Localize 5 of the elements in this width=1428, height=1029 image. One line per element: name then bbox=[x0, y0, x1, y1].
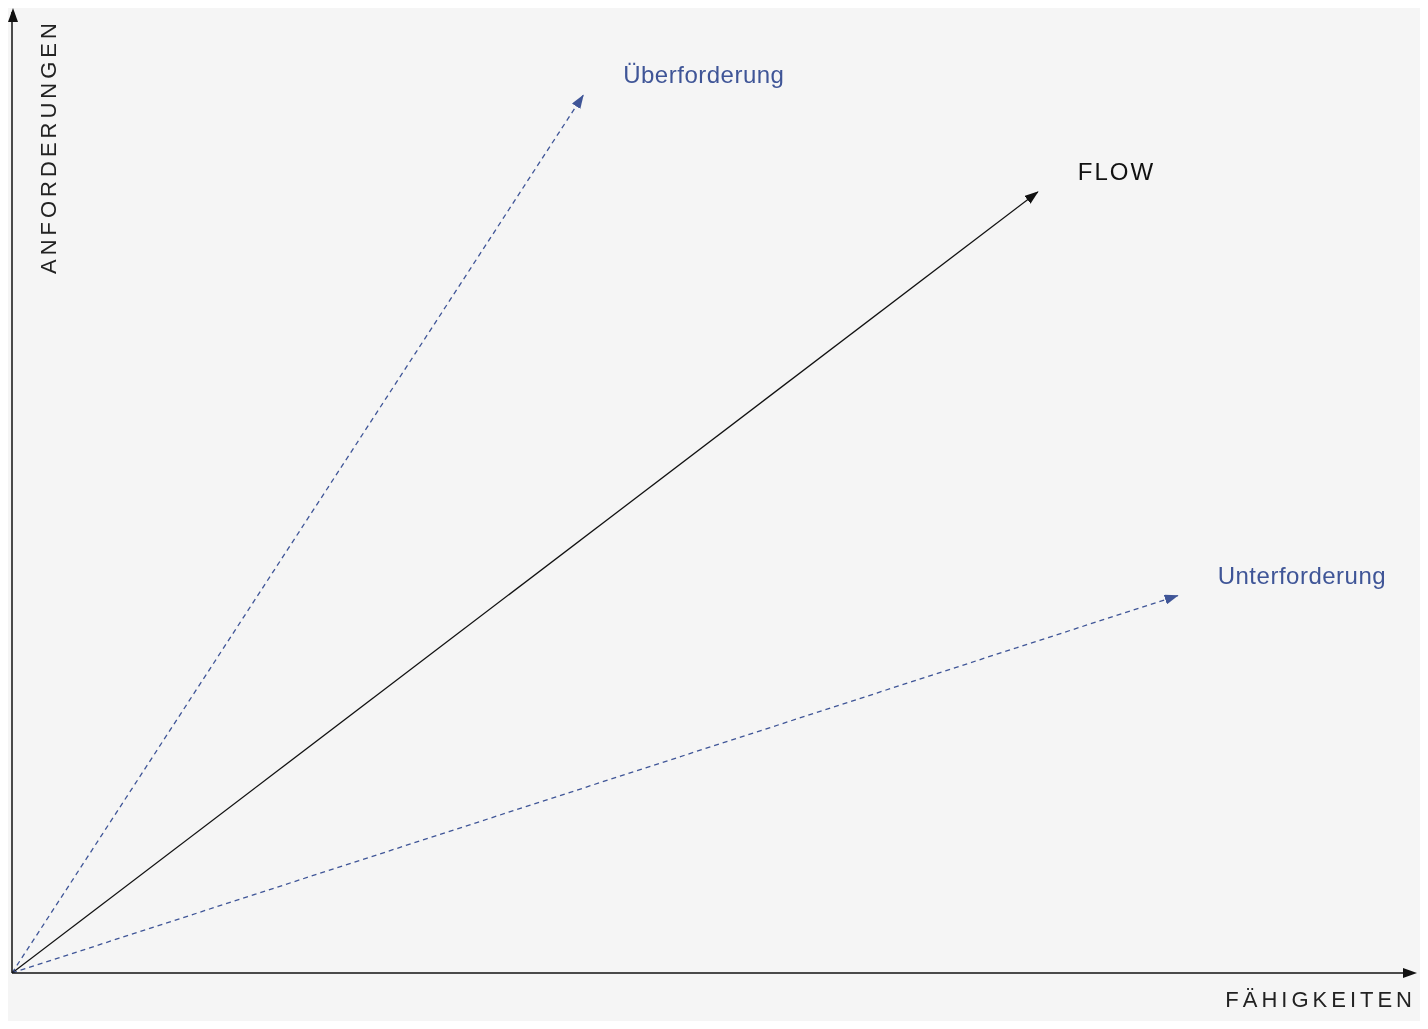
x-axis-title: FÄHIGKEITEN bbox=[1225, 987, 1416, 1013]
series-label: Unterforderung bbox=[1217, 561, 1387, 589]
y-axis-title: ANFORDERUNGEN bbox=[36, 18, 62, 274]
series-label: FLOW bbox=[1077, 157, 1156, 185]
series-label: Überforderung bbox=[623, 61, 785, 89]
